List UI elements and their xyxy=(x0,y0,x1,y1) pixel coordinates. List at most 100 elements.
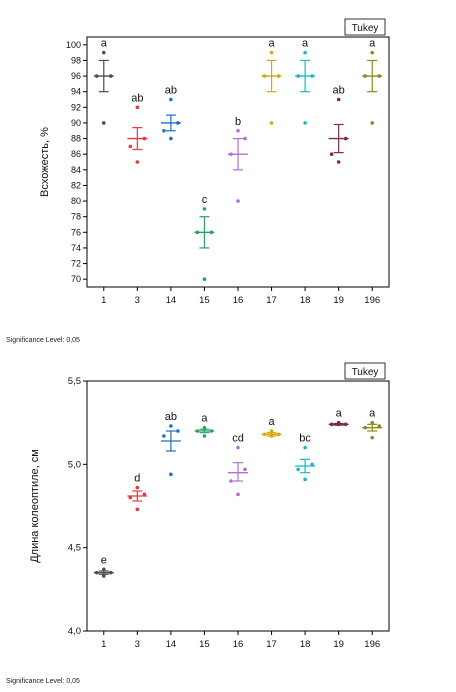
data-point xyxy=(329,152,334,156)
significance-letter: ab xyxy=(131,92,143,104)
x-tick-label: 14 xyxy=(166,639,177,650)
plot-frame-2 xyxy=(86,380,390,632)
data-point xyxy=(202,425,207,430)
data-point xyxy=(162,434,166,438)
significance-note-bottom: Significance Level: 0,05 xyxy=(6,678,80,685)
data-point xyxy=(169,97,173,102)
y-tick-label: 78 xyxy=(71,212,81,222)
data-point xyxy=(303,50,307,55)
significance-letter: a xyxy=(302,38,309,50)
significance-letter: a xyxy=(268,38,275,50)
data-point xyxy=(142,136,147,141)
data-point xyxy=(135,485,140,490)
method-box xyxy=(344,18,386,36)
data-point xyxy=(101,567,106,572)
y-tick-label: 72 xyxy=(71,259,81,269)
significance-letter: a xyxy=(268,416,275,428)
data-point xyxy=(276,74,281,78)
data-point xyxy=(329,422,334,427)
data-point xyxy=(343,422,348,427)
data-point xyxy=(276,432,281,437)
significance-letter: ab xyxy=(333,85,345,97)
y-tick-label: 90 xyxy=(71,118,81,128)
y-tick-label: 98 xyxy=(71,55,81,65)
data-point xyxy=(296,467,300,472)
y-axis-label: Всхожесть, % xyxy=(39,127,51,197)
significance-letter: a xyxy=(369,408,376,420)
x-tick-label: 19 xyxy=(333,639,344,650)
data-point xyxy=(108,74,113,78)
significance-letter: a xyxy=(336,408,343,420)
data-point xyxy=(128,144,133,149)
x-tick-label: 18 xyxy=(300,295,311,306)
data-point xyxy=(236,492,240,497)
data-point xyxy=(262,74,267,78)
data-point xyxy=(303,477,307,482)
data-point xyxy=(135,160,140,164)
data-point xyxy=(310,74,314,78)
y-tick-label: 88 xyxy=(71,134,81,144)
y-tick-label: 4,0 xyxy=(68,626,81,637)
data-point xyxy=(236,445,240,450)
significance-letter: b xyxy=(235,116,241,128)
data-point xyxy=(202,434,207,438)
significance-letter: e xyxy=(101,554,107,566)
significance-letter: a xyxy=(101,38,108,50)
y-tick-label: 86 xyxy=(71,149,81,159)
data-point xyxy=(363,425,368,430)
data-point xyxy=(176,121,180,125)
x-tick-label: 16 xyxy=(233,295,244,306)
data-point xyxy=(101,121,106,125)
data-point xyxy=(202,277,207,281)
x-tick-label: 15 xyxy=(199,295,210,306)
x-tick-label: 196 xyxy=(364,295,380,306)
data-point xyxy=(336,160,341,164)
y-tick-label: 5,0 xyxy=(68,459,81,470)
data-point xyxy=(336,422,341,427)
y-tick-label: 80 xyxy=(71,196,81,206)
data-point xyxy=(370,435,375,440)
x-tick-label: 16 xyxy=(233,639,244,650)
data-point xyxy=(135,105,140,110)
data-point xyxy=(94,74,99,78)
data-point xyxy=(162,128,166,133)
x-tick-label: 196 xyxy=(364,639,380,650)
data-point xyxy=(310,462,314,467)
data-point xyxy=(101,574,106,578)
data-point xyxy=(209,429,214,433)
data-point xyxy=(303,445,307,450)
data-point xyxy=(169,424,173,428)
x-tick-label: 1 xyxy=(101,639,106,650)
significance-letter: bc xyxy=(299,433,311,445)
significance-letter: a xyxy=(201,413,208,425)
data-point xyxy=(209,230,214,235)
y-tick-label: 70 xyxy=(71,274,81,284)
data-point xyxy=(135,507,140,512)
data-point xyxy=(303,121,307,125)
data-point xyxy=(343,136,348,141)
data-point xyxy=(370,420,375,425)
method-label: Tukey xyxy=(352,23,379,34)
x-tick-label: 19 xyxy=(333,295,344,306)
significance-letter: cd xyxy=(232,433,244,445)
data-point xyxy=(229,152,233,156)
method-box xyxy=(344,362,386,380)
y-tick-label: 82 xyxy=(71,180,81,190)
data-point xyxy=(363,74,368,78)
data-point xyxy=(236,128,240,133)
data-point xyxy=(243,467,247,472)
y-tick-label: 74 xyxy=(71,243,81,253)
data-point xyxy=(128,495,133,500)
data-point xyxy=(269,429,274,433)
significance-letter: a xyxy=(369,38,376,50)
x-tick-label: 17 xyxy=(266,295,277,306)
data-point xyxy=(370,121,375,125)
x-tick-label: 1 xyxy=(101,295,106,306)
data-point xyxy=(377,424,382,428)
significance-letter: ab xyxy=(165,411,177,423)
data-point xyxy=(370,50,375,55)
data-point xyxy=(169,136,173,141)
y-tick-label: 4,5 xyxy=(68,543,81,554)
data-point xyxy=(101,50,106,55)
y-tick-label: 96 xyxy=(71,71,81,81)
